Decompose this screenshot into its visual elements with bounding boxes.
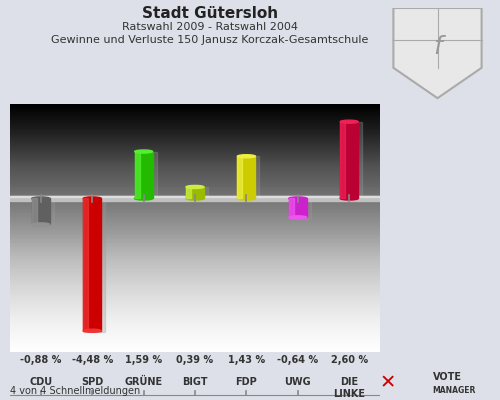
Text: 1,43 %: 1,43 %	[228, 355, 265, 365]
Text: GRÜNE: GRÜNE	[124, 377, 162, 387]
Bar	[293, 198, 311, 219]
Bar	[186, 187, 191, 198]
Text: MANAGER: MANAGER	[432, 386, 476, 395]
Ellipse shape	[32, 197, 50, 200]
Bar	[36, 198, 54, 226]
Bar	[238, 156, 242, 198]
Ellipse shape	[134, 197, 152, 200]
Text: f: f	[433, 35, 442, 59]
Bar	[138, 152, 156, 200]
Bar	[10, 196, 380, 201]
Text: -4,48 %: -4,48 %	[72, 355, 113, 365]
Bar	[83, 198, 101, 331]
Ellipse shape	[238, 155, 256, 158]
Text: 0,39 %: 0,39 %	[176, 355, 214, 365]
Text: Stadt Gütersloh: Stadt Gütersloh	[142, 6, 278, 21]
Text: SPD: SPD	[81, 377, 104, 387]
Ellipse shape	[340, 120, 358, 123]
Ellipse shape	[83, 197, 101, 200]
Text: DIE
LINKE: DIE LINKE	[333, 377, 365, 399]
Bar	[238, 156, 256, 198]
Text: 1,59 %: 1,59 %	[125, 355, 162, 365]
Ellipse shape	[134, 150, 152, 153]
Ellipse shape	[340, 197, 358, 200]
Text: -0,64 %: -0,64 %	[277, 355, 318, 365]
Text: UWG: UWG	[284, 377, 311, 387]
Text: VOTE: VOTE	[432, 372, 462, 382]
Text: BIGT: BIGT	[182, 377, 208, 387]
Bar	[134, 152, 152, 198]
Text: ✕: ✕	[380, 373, 396, 392]
Ellipse shape	[32, 223, 50, 226]
Ellipse shape	[186, 186, 204, 188]
Text: Ratswahl 2009 - Ratswahl 2004: Ratswahl 2009 - Ratswahl 2004	[122, 22, 298, 32]
Bar	[88, 198, 106, 332]
Polygon shape	[394, 8, 482, 98]
Text: -0,88 %: -0,88 %	[20, 355, 61, 365]
Bar	[344, 122, 362, 200]
Bar	[289, 198, 307, 217]
Text: FDP: FDP	[236, 377, 258, 387]
Ellipse shape	[83, 329, 101, 332]
Bar	[190, 187, 208, 200]
Bar	[134, 152, 140, 198]
Ellipse shape	[186, 197, 204, 200]
Ellipse shape	[289, 197, 307, 200]
Text: 2,60 %: 2,60 %	[330, 355, 368, 365]
Bar	[10, 196, 380, 197]
Bar	[83, 198, 88, 331]
Bar	[32, 198, 37, 224]
Bar	[289, 198, 294, 217]
Text: 4 von 4 Schnellmeldungen: 4 von 4 Schnellmeldungen	[10, 386, 140, 396]
Bar	[340, 122, 345, 198]
Bar	[32, 198, 50, 224]
Text: CDU: CDU	[30, 377, 52, 387]
Bar	[340, 122, 358, 198]
Text: Gewinne und Verluste 150 Janusz Korczak-Gesamtschule: Gewinne und Verluste 150 Janusz Korczak-…	[52, 35, 368, 45]
Bar	[242, 156, 260, 200]
Bar	[186, 187, 204, 198]
Ellipse shape	[289, 216, 307, 219]
Ellipse shape	[238, 197, 256, 200]
